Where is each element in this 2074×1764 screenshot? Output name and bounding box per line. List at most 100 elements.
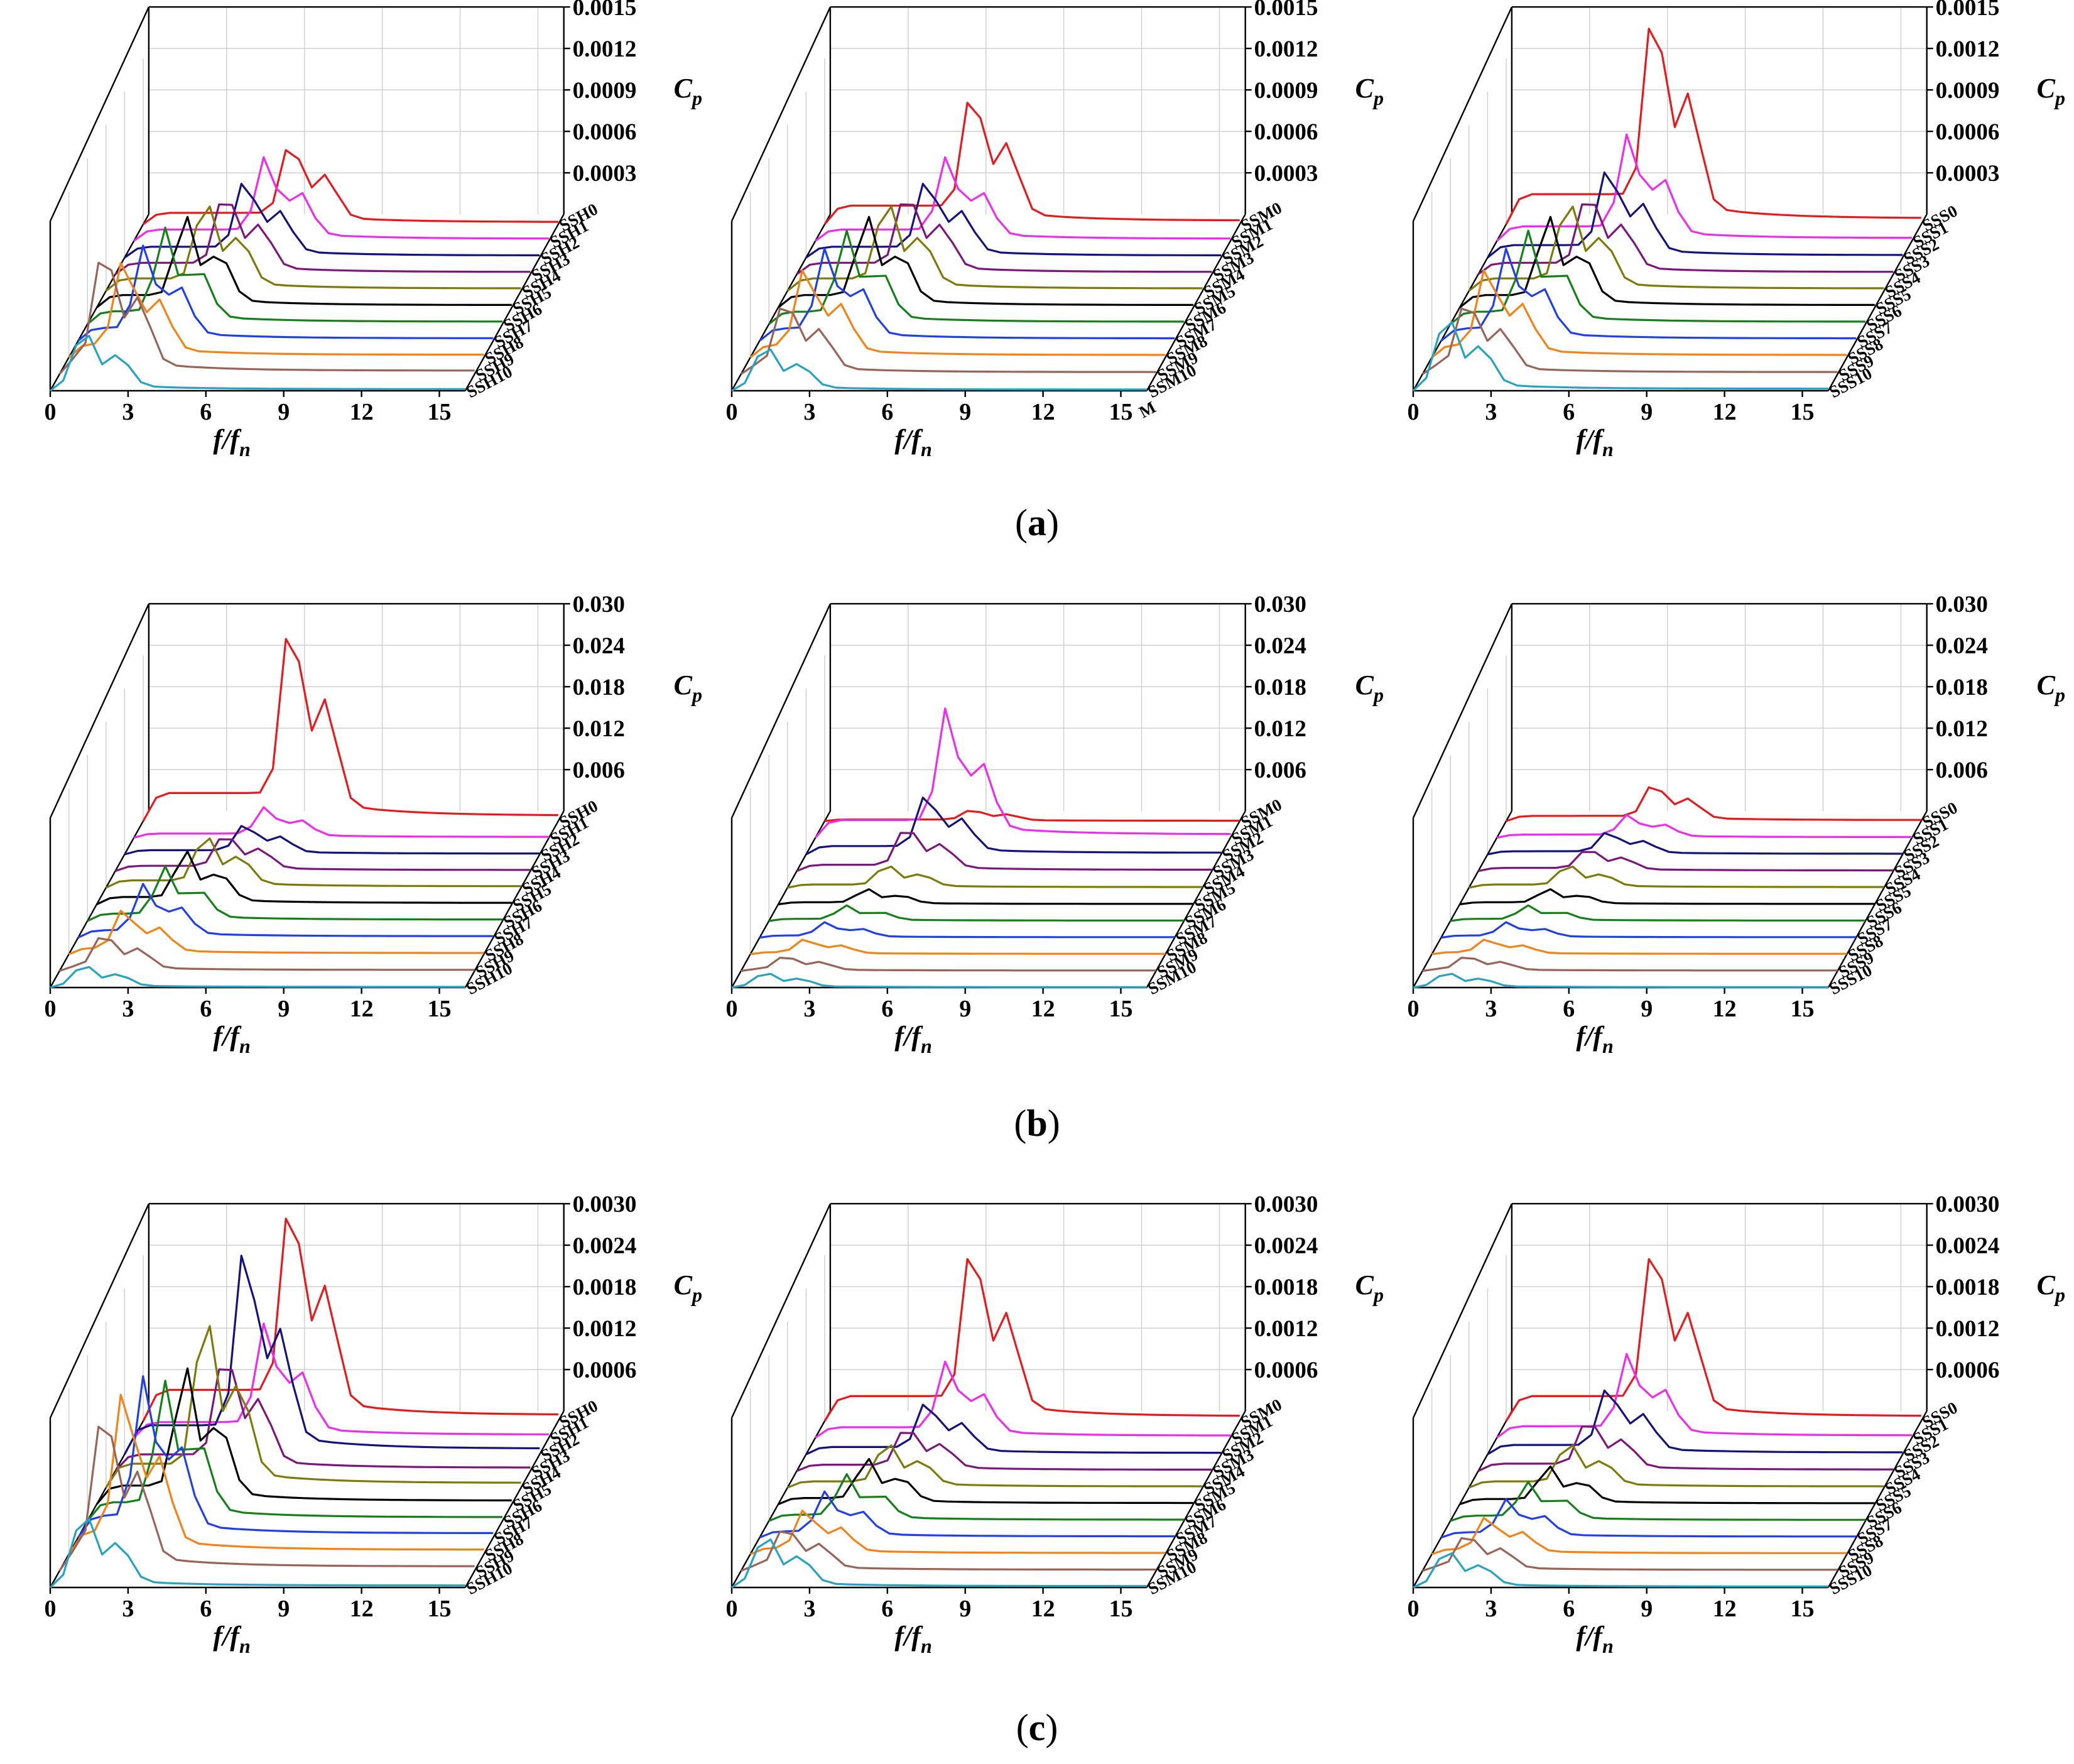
series-line-ssm2 xyxy=(805,183,1222,259)
panel-label-c: (c) xyxy=(1016,1707,1058,1748)
x-axis-label-sub: n xyxy=(1602,1035,1614,1057)
z-axis-label: Cp xyxy=(674,1270,702,1306)
grid xyxy=(1413,603,1927,988)
right-depth-edge xyxy=(464,1410,565,1588)
x-tick-label: 6 xyxy=(881,996,893,1022)
grid xyxy=(731,1203,1246,1587)
series-line-sss8 xyxy=(1431,939,1847,956)
right-depth-edge xyxy=(1146,1410,1246,1588)
series-line-sss8 xyxy=(1431,270,1847,359)
series-line-ssm1 xyxy=(815,707,1231,839)
series-line-ssh10 xyxy=(50,335,465,392)
x-tick-label: 15 xyxy=(1109,399,1133,425)
left-top-edge xyxy=(730,6,831,222)
panel-label-letter: b xyxy=(1026,1102,1047,1144)
z-tick-label: 0.0030 xyxy=(1254,1192,1318,1217)
right-depth-edge xyxy=(1146,810,1246,988)
right-depth-edge xyxy=(1827,1410,1928,1588)
y-axis-line xyxy=(730,1410,831,1588)
series-line-sss7 xyxy=(1441,921,1857,939)
series-line-ssm5 xyxy=(778,215,1193,308)
x-axis-label: f/fn xyxy=(213,1621,250,1657)
axes xyxy=(730,1202,1246,1589)
series-line-sss7 xyxy=(1440,1498,1857,1539)
z-tick-label: 0.0003 xyxy=(1936,161,2000,187)
panel-label-open-paren: ( xyxy=(1015,502,1028,543)
grid xyxy=(731,6,1246,391)
axes xyxy=(730,602,1246,989)
grid xyxy=(1413,6,1927,391)
series-line-ssh10 xyxy=(50,966,465,989)
series-line-ssm3 xyxy=(796,203,1212,275)
x-tick-label: 6 xyxy=(1563,399,1575,425)
x-tick-label: 3 xyxy=(1485,1596,1497,1622)
series-line-ssm10 xyxy=(731,1538,1147,1589)
x-tick-label: 0 xyxy=(726,996,738,1022)
x-tick-label: 15 xyxy=(1791,399,1815,425)
z-tick-label: 0.0024 xyxy=(573,1233,637,1259)
z-axis-label-main: C xyxy=(1355,1270,1374,1300)
z-axis-label-sub: p xyxy=(1372,1283,1384,1306)
x-tick-label: 9 xyxy=(1641,996,1653,1022)
z-axis-label-main: C xyxy=(674,73,693,104)
z-tick-label: 0.0006 xyxy=(1936,1358,2000,1383)
chart-panel-0-2: 0 3 6 9 12 15 0.0015 0.0012 0.0009 0.0006 0.0003 Cp… xyxy=(1408,0,2066,460)
x-tick-label: 12 xyxy=(350,399,374,425)
panel-label-a: (a) xyxy=(1015,502,1059,543)
z-axis-label: Cp xyxy=(2037,670,2065,706)
z-tick-label: 0.0012 xyxy=(573,36,637,62)
series-group xyxy=(49,1217,558,1589)
x-tick-label: 0 xyxy=(45,399,57,425)
series-line-ssm8 xyxy=(750,939,1166,956)
left-top-edge xyxy=(1412,1203,1512,1418)
series-line-ssh4 xyxy=(105,1325,521,1488)
chart-panel-0-0: 0 3 6 9 12 15 0.0015 0.0012 0.0009 0.0006 0.0003 Cp… xyxy=(45,0,703,460)
series-line-ssm6 xyxy=(768,229,1185,325)
series-line-sss3 xyxy=(1477,203,1894,275)
z-tick-label: 0.024 xyxy=(1936,633,1988,659)
z-tick-label: 0.0006 xyxy=(1254,119,1318,145)
x-tick-label: 3 xyxy=(122,1596,134,1622)
right-depth-edge xyxy=(1827,810,1928,988)
x-tick-label: 15 xyxy=(1109,1596,1133,1622)
series-line-ssh4 xyxy=(106,837,521,889)
series-line-ssm5 xyxy=(778,1457,1193,1505)
series-line-sss10 xyxy=(1412,321,1828,392)
x-tick-label: 9 xyxy=(959,399,971,425)
x-tick-label: 3 xyxy=(1485,996,1497,1022)
grid xyxy=(50,603,564,988)
axes xyxy=(1412,1202,1928,1589)
x-tick-label: 15 xyxy=(1791,996,1815,1022)
series-line-sss0 xyxy=(1505,1258,1921,1422)
series-line-sss3 xyxy=(1478,851,1894,873)
z-axis-label-sub: p xyxy=(2053,1283,2065,1306)
series-line-ssh4 xyxy=(105,205,521,292)
x-tick-label: 6 xyxy=(1563,996,1575,1022)
z-axis-label-main: C xyxy=(674,1270,693,1300)
x-tick-label: 9 xyxy=(1641,1596,1653,1622)
z-tick-label: 0.030 xyxy=(1936,592,1988,618)
left-top-edge xyxy=(1412,6,1512,222)
x-tick-label: 15 xyxy=(428,399,452,425)
z-tick-label: 0.0024 xyxy=(1936,1233,2000,1259)
axes xyxy=(1412,6,1928,392)
series-line-ssh3 xyxy=(115,838,531,873)
axes xyxy=(49,6,565,392)
z-tick-label: 0.0015 xyxy=(1254,0,1318,21)
x-tick-label: 15 xyxy=(1109,996,1133,1022)
left-top-edge xyxy=(49,1203,149,1418)
series-line-sss0 xyxy=(1505,28,1921,225)
series-line-ssh9 xyxy=(58,261,475,375)
z-tick-label: 0.024 xyxy=(1254,633,1306,659)
chart-panel-1-2: 0 3 6 9 12 150.0300.0240.0180.0120.006Cpf/fnS… xyxy=(1408,592,2066,1057)
series-line-sss5 xyxy=(1459,1465,1875,1506)
z-axis-label-sub: p xyxy=(1372,683,1384,706)
grid xyxy=(731,603,1246,988)
panel-label-open-paren: ( xyxy=(1014,1102,1026,1144)
z-tick-label: 0.018 xyxy=(1254,675,1306,700)
series-line-ssh3 xyxy=(114,203,531,275)
x-axis-label-sub: n xyxy=(921,438,932,460)
y-axis-line xyxy=(49,810,149,988)
series-line-ssm0 xyxy=(823,1258,1240,1422)
